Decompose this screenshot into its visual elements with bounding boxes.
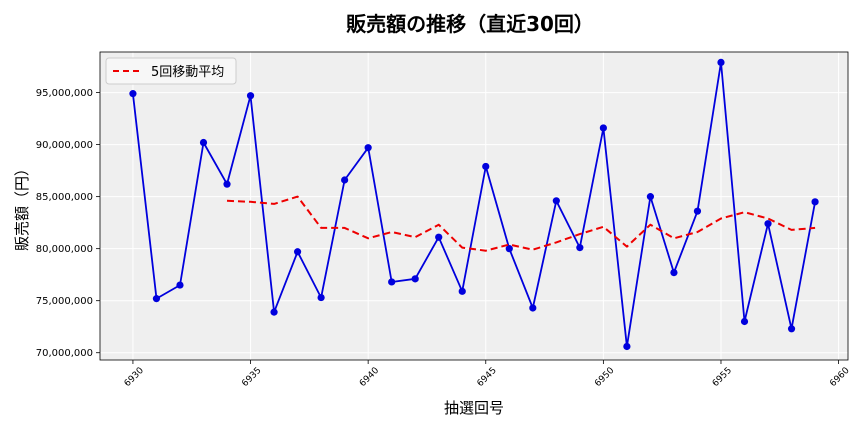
data-point <box>811 198 819 206</box>
y-axis-title: 販売額（円） <box>13 161 31 251</box>
data-point <box>693 207 702 215</box>
data-point <box>505 245 513 253</box>
data-point <box>435 233 443 241</box>
y-tick-label: 85,000,000 <box>36 192 93 203</box>
legend-box <box>105 57 237 85</box>
data-point <box>223 180 231 188</box>
data-point <box>388 278 396 286</box>
y-tick-label: 80,000,000 <box>36 244 93 255</box>
legend-label-moving-average: 5回移動平均 <box>151 65 224 80</box>
x-tick-label: 6945 <box>476 366 499 389</box>
data-point <box>717 58 725 67</box>
moving-average-line <box>226 195 816 252</box>
data-point <box>482 162 490 171</box>
chart-title: 販売額の推移（直近30回） <box>346 12 594 36</box>
x-tick-label: 6950 <box>593 366 616 389</box>
data-point <box>152 295 161 303</box>
data-point <box>740 317 749 326</box>
data-point <box>293 248 302 256</box>
plot-frame <box>99 51 849 361</box>
data-point <box>317 293 325 302</box>
data-point <box>458 287 466 295</box>
data-point <box>599 124 607 132</box>
data-point <box>199 138 208 147</box>
x-tick-label: 6955 <box>711 366 734 389</box>
data-point <box>576 244 584 252</box>
plot-area <box>100 52 848 360</box>
y-tick-label: 75,000,000 <box>36 296 93 307</box>
data-point <box>646 193 655 201</box>
y-tick-label: 70,000,000 <box>36 348 93 359</box>
data-point <box>552 197 560 205</box>
x-tick-label: 6935 <box>240 366 263 389</box>
x-axis-title: 抽選回号 <box>444 399 504 417</box>
data-point <box>411 275 419 283</box>
legend: 5回移動平均 <box>105 57 237 85</box>
data-point <box>764 220 772 228</box>
data-point <box>529 304 537 312</box>
data-point <box>623 342 631 351</box>
sales-line <box>132 61 816 348</box>
x-tick-label: 6960 <box>828 366 851 389</box>
data-point <box>129 90 137 98</box>
data-point <box>246 92 255 100</box>
x-tick-label: 6940 <box>358 366 381 389</box>
data-point <box>341 176 349 184</box>
series-layer <box>129 58 819 351</box>
y-tick-label: 90,000,000 <box>36 140 93 151</box>
data-point <box>270 308 278 316</box>
data-point <box>787 325 796 333</box>
x-tick-label: 6930 <box>123 366 146 389</box>
data-point <box>176 281 184 289</box>
y-tick-label: 95,000,000 <box>36 88 93 99</box>
data-point <box>670 268 678 277</box>
data-point <box>364 144 372 152</box>
